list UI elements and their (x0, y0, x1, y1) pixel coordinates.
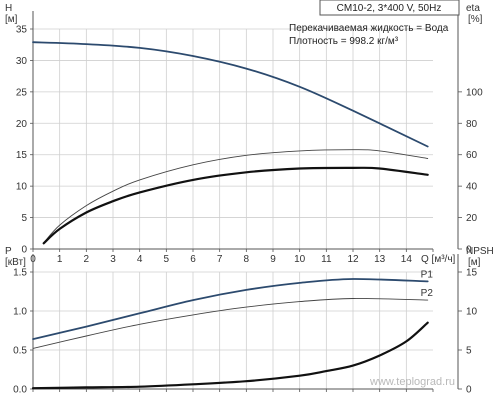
title-box-frame (319, 0, 460, 16)
series-line (43, 149, 429, 244)
y-right-tick-label: 80 (466, 119, 478, 130)
series-line (32, 278, 429, 340)
y-left-tick-label: 0 (21, 245, 27, 256)
x-tick-label: 3 (110, 254, 116, 265)
series-line (31, 321, 429, 390)
x-axis-title: Q [м³/ч] (421, 254, 456, 265)
x-tick-label: 1 (57, 254, 63, 265)
x-tick-label: 7 (217, 254, 223, 265)
title-box-text: CM10-2, 3*400 V, 50Hz (337, 3, 442, 14)
y-left-tick-label: 5 (21, 213, 27, 224)
x-tick-label: 5 (164, 254, 170, 265)
y-left-tick-label: 15 (16, 150, 28, 161)
top-panel-head-efficiency: 0123456789101112131405101520253035020406… (5, 3, 483, 265)
y-left-axis-unit: [м] (5, 14, 18, 25)
x-tick-label: 10 (294, 254, 306, 265)
series-line (32, 41, 429, 148)
x-tick-label: 2 (84, 254, 90, 265)
y-left-tick-label: 35 (16, 25, 28, 36)
x-tick-label: 8 (244, 254, 250, 265)
y-left-axis-title: H (5, 3, 12, 14)
y-right-tick-label: 15 (466, 268, 478, 279)
y-left-tick-label: 10 (16, 182, 28, 193)
y-left-tick-label: 30 (16, 56, 28, 67)
series-line (32, 298, 429, 349)
y-right-tick-label: 40 (466, 182, 478, 193)
y-left-tick-label: 1.0 (13, 307, 27, 318)
x-tick-label: 14 (401, 254, 413, 265)
y-right-tick-label: 0 (466, 385, 472, 396)
info-liquid: Перекачиваемая жидкость = Вода (289, 23, 449, 34)
y-right-axis-title: eta (466, 3, 480, 14)
y-right-tick-label: 20 (466, 213, 478, 224)
x-tick-label: 4 (137, 254, 143, 265)
x-tick-label: 6 (190, 254, 196, 265)
y-left-tick-label: 0.0 (13, 385, 27, 396)
x-tick-label: 13 (374, 254, 386, 265)
y-right-tick-label: 60 (466, 150, 478, 161)
y-right-tick-label: 5 (466, 346, 472, 357)
x-tick-label: 12 (347, 254, 359, 265)
y-left-tick-label: 25 (16, 87, 28, 98)
y-left-axis-unit: [кВт] (5, 257, 26, 268)
y-right-tick-label: 10 (466, 307, 478, 318)
series-label: P1 (421, 269, 434, 280)
y-right-tick-label: 100 (466, 87, 483, 98)
y-left-tick-label: 0.5 (13, 346, 27, 357)
y-left-tick-label: 1.5 (13, 268, 27, 279)
y-right-axis-title: NPSH (466, 246, 494, 257)
info-density: Плотность = 998.2 кг/м³ (289, 36, 399, 47)
y-right-axis-unit: [%] (468, 14, 483, 25)
y-right-tick-label: 0 (466, 245, 472, 256)
x-tick-label: 9 (270, 254, 276, 265)
series-label: P2 (421, 288, 434, 299)
y-left-axis-title: P (5, 246, 12, 257)
watermark-text: www.teplograd.ru (369, 376, 455, 388)
y-right-axis-unit: [м] (468, 257, 481, 268)
y-left-tick-label: 20 (16, 119, 28, 130)
series-line (42, 166, 429, 245)
x-tick-label: 11 (321, 254, 332, 265)
